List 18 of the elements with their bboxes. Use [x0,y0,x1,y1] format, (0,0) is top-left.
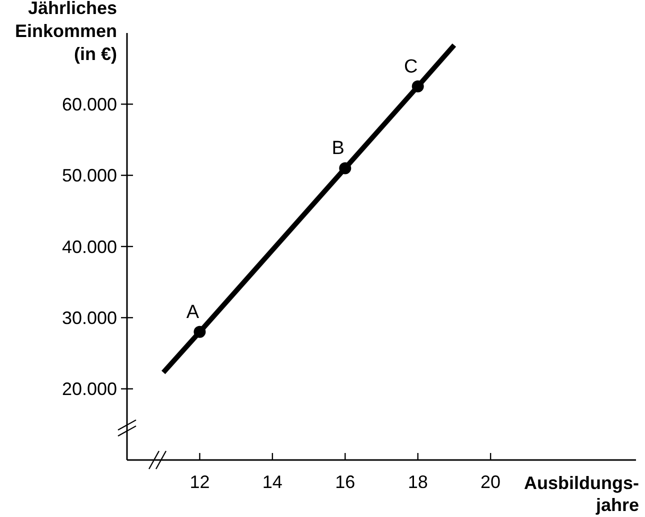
annotation: B [332,138,344,160]
annotation: A [186,302,200,323]
y-tick-label: 60.000 [62,94,117,114]
x-tick-label: 12 [190,472,210,492]
y-tick-label: 50.000 [62,166,117,186]
x-tick-label: 16 [335,472,356,492]
x-tick-label: 20 [480,472,501,492]
x-tick-label: 14 [262,472,282,492]
y-axis-title: Jährliches Einkommen (in €) [14,0,117,64]
point [194,326,206,338]
y-tick-label: 40.000 [62,236,117,257]
y-tick-label: 20.000 [62,379,117,400]
x-axis-title: Ausbildungs-jahre [524,473,639,515]
point [412,80,424,92]
annotation: C [404,56,418,78]
x-tick-label: 18 [408,472,428,492]
point [339,162,352,174]
y-tick-label: 30.000 [62,308,117,328]
